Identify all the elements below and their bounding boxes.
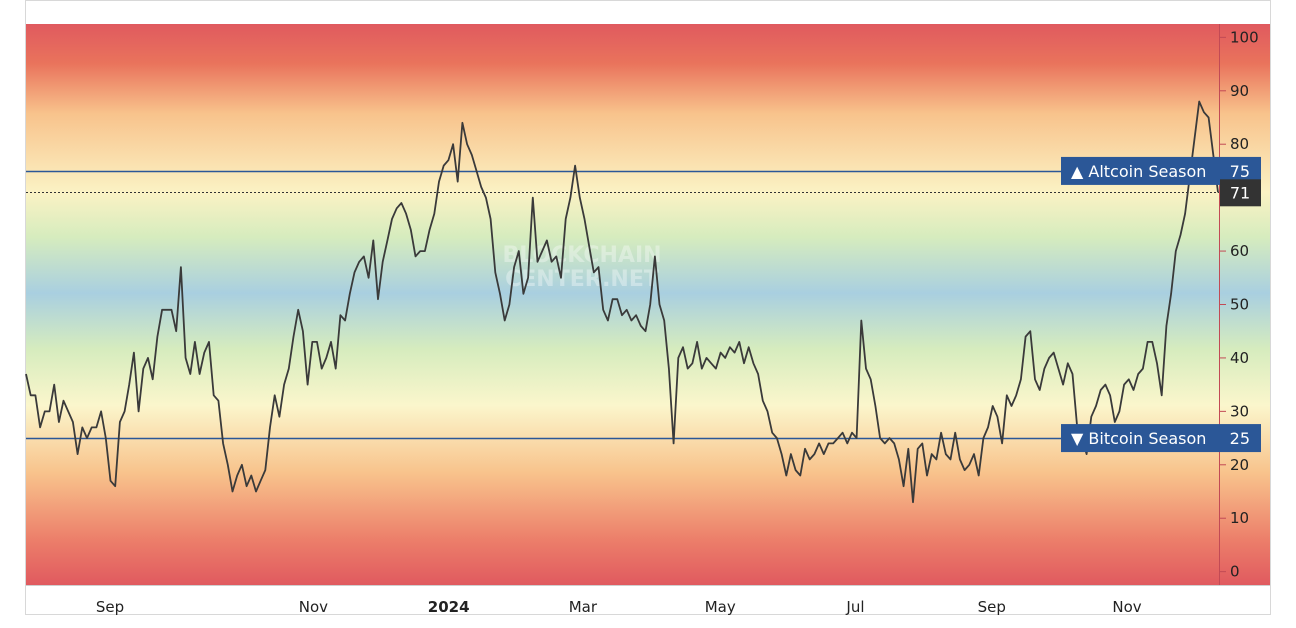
y-tick-label: 60 [1230, 242, 1249, 260]
y-tick-label: 50 [1230, 296, 1249, 314]
reference-label-box [1061, 424, 1261, 453]
y-axis: 0102030405060708090100 [1219, 28, 1259, 581]
current-value-label: 71 [1230, 183, 1250, 202]
outer-border [25, 0, 1271, 615]
reference-labels: ▲ Altcoin Season 75 ▼ Bitcoin Season 25 71 [1061, 156, 1261, 453]
reference-label-value: 75 [1230, 162, 1250, 181]
y-tick-label: 10 [1230, 509, 1249, 527]
y-tick-label: 80 [1230, 135, 1249, 153]
x-axis: Sep Nov 2024 Mar May Jul Sep Nov [96, 598, 1142, 616]
sentiment-band [26, 24, 1270, 585]
x-tick-label: Nov [299, 598, 328, 616]
x-tick-label: Nov [1112, 598, 1141, 616]
current-value-box [1220, 179, 1261, 207]
reference-label-text: ▼ Bitcoin Season [1071, 429, 1206, 448]
series-line [25, 100, 1219, 504]
series [25, 100, 1219, 504]
reference-lines [26, 170, 1219, 440]
y-tick-label: 100 [1230, 28, 1259, 46]
x-tick-label: Mar [569, 598, 598, 616]
reference-label-value: 25 [1230, 429, 1250, 448]
y-tick-label: 40 [1230, 349, 1249, 367]
y-tick-label: 0 [1230, 563, 1240, 581]
x-tick-label: 2024 [428, 598, 470, 616]
y-tick-label: 90 [1230, 82, 1249, 100]
y-tick-label: 30 [1230, 402, 1249, 420]
x-tick-label: May [705, 598, 736, 616]
y-tick-label: 20 [1230, 456, 1249, 474]
x-tick-label: Jul [845, 598, 864, 616]
reference-label-text: ▲ Altcoin Season [1071, 162, 1206, 181]
x-tick-label: Sep [978, 598, 1006, 616]
x-tick-label: Sep [96, 598, 124, 616]
watermark-line-1: BLOCKCHAIN [502, 243, 661, 268]
watermark-line-2: CENTER.NET [505, 267, 659, 292]
